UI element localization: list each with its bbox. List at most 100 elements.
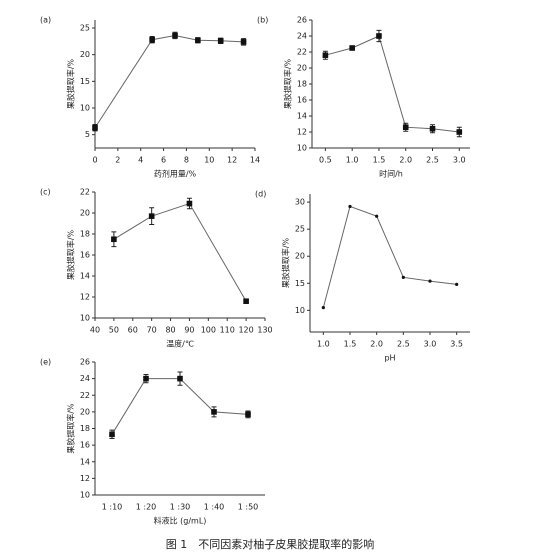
y-tick-label: 25 xyxy=(80,24,90,33)
x-tick-label: 4 xyxy=(138,156,143,165)
y-tick-label: 10 xyxy=(80,491,90,500)
marker xyxy=(109,431,115,438)
line xyxy=(113,202,247,302)
y-axis-label: 果胶提取率/% xyxy=(66,403,76,454)
y-tick-label: 24 xyxy=(297,32,307,41)
marker xyxy=(349,45,355,51)
x-tick-label: 0.5 xyxy=(319,156,332,165)
x-axis-label: 料液比 (g/mL) xyxy=(154,516,207,526)
y-tick-label: 14 xyxy=(80,457,90,466)
y-tick-label: 14 xyxy=(297,112,307,121)
y-tick-label: 5 xyxy=(85,130,90,139)
panel-label: (c) xyxy=(40,188,51,197)
marker xyxy=(211,409,217,415)
x-tick-label: 80 xyxy=(165,326,175,335)
marker xyxy=(245,411,251,418)
y-tick-label: 18 xyxy=(80,230,90,239)
marker xyxy=(322,52,329,58)
y-tick-label: 18 xyxy=(80,424,90,433)
marker xyxy=(321,306,325,310)
marker xyxy=(111,236,117,243)
x-tick-label: 90 xyxy=(184,326,194,335)
panel-label: (e) xyxy=(40,358,51,367)
marker xyxy=(429,126,436,132)
x-tick-label: 1.5 xyxy=(344,340,357,349)
marker xyxy=(376,33,382,39)
y-tick-label: 26 xyxy=(297,16,307,25)
y-tick-label: 30 xyxy=(295,198,305,207)
marker xyxy=(92,124,98,131)
y-axis-label: 果胶提取率/% xyxy=(283,58,293,109)
x-tick-label: 60 xyxy=(128,326,138,335)
y-tick-label: 20 xyxy=(295,252,305,261)
marker xyxy=(455,282,459,286)
line xyxy=(111,378,249,435)
x-tick-label: 2.0 xyxy=(370,340,383,349)
marker xyxy=(143,375,149,382)
x-tick-label: 3.0 xyxy=(453,156,466,165)
y-tick-label: 12 xyxy=(80,293,90,302)
y-axis-label: 果胶提取率/% xyxy=(66,58,76,109)
marker xyxy=(149,36,155,43)
y-tick-label: 12 xyxy=(80,474,90,483)
marker xyxy=(456,129,463,135)
y-tick-label: 20 xyxy=(80,407,90,416)
line xyxy=(322,205,457,308)
x-tick-label: 70 xyxy=(147,326,157,335)
marker xyxy=(172,32,178,39)
y-tick-label: 10 xyxy=(295,306,305,315)
marker xyxy=(348,204,352,209)
x-axis-label: 药剂用量/% xyxy=(154,169,197,179)
marker xyxy=(401,275,405,279)
marker xyxy=(177,375,183,382)
x-tick-label: 1 :20 xyxy=(136,503,157,512)
x-tick-label: 3.0 xyxy=(424,340,437,349)
y-tick-label: 10 xyxy=(297,144,307,153)
panel-label: (b) xyxy=(257,16,268,25)
y-tick-label: 16 xyxy=(80,441,90,450)
x-tick-label: 40 xyxy=(90,326,100,335)
x-tick-label: 10 xyxy=(204,156,214,165)
y-tick-label: 20 xyxy=(80,50,90,59)
x-tick-label: 130 xyxy=(257,326,272,335)
x-axis-label: pH xyxy=(384,354,395,363)
x-tick-label: 2.5 xyxy=(426,156,439,165)
x-tick-label: 110 xyxy=(220,326,235,335)
x-tick-label: 1 :10 xyxy=(102,503,123,512)
y-tick-label: 14 xyxy=(80,272,90,281)
marker xyxy=(428,279,432,283)
x-tick-label: 50 xyxy=(109,326,119,335)
marker xyxy=(375,214,379,218)
x-tick-label: 3.5 xyxy=(450,340,463,349)
marker xyxy=(195,37,201,44)
marker xyxy=(186,200,193,207)
x-tick-label: 1.0 xyxy=(346,156,359,165)
x-tick-label: 1.5 xyxy=(373,156,386,165)
x-tick-label: 2 xyxy=(115,156,120,165)
line xyxy=(325,35,460,133)
panel-label: (d) xyxy=(255,190,266,199)
x-axis-label: 时间/h xyxy=(379,169,403,179)
y-tick-label: 22 xyxy=(80,188,90,197)
caption: 图 1 不同因素对柚子皮果胶提取率的影响 xyxy=(166,537,375,551)
marker xyxy=(240,39,247,45)
y-axis-label: 果胶提取率/% xyxy=(281,237,291,288)
x-tick-label: 1.0 xyxy=(317,340,330,349)
line xyxy=(94,34,244,129)
x-tick-label: 12 xyxy=(227,156,237,165)
y-axis-label: 果胶提取率/% xyxy=(66,229,76,280)
y-tick-label: 20 xyxy=(297,64,307,73)
y-tick-label: 24 xyxy=(80,374,90,383)
x-tick-label: 0 xyxy=(92,156,97,165)
y-tick-label: 10 xyxy=(80,104,90,113)
y-tick-label: 15 xyxy=(295,279,305,288)
y-tick-label: 18 xyxy=(297,80,307,89)
x-tick-label: 14 xyxy=(250,156,260,165)
y-tick-label: 16 xyxy=(80,251,90,260)
x-tick-label: 2.0 xyxy=(399,156,412,165)
y-tick-label: 22 xyxy=(80,391,90,400)
x-tick-label: 8 xyxy=(184,156,189,165)
x-axis-label: 温度/℃ xyxy=(166,339,194,349)
panel-label: (a) xyxy=(40,16,51,25)
